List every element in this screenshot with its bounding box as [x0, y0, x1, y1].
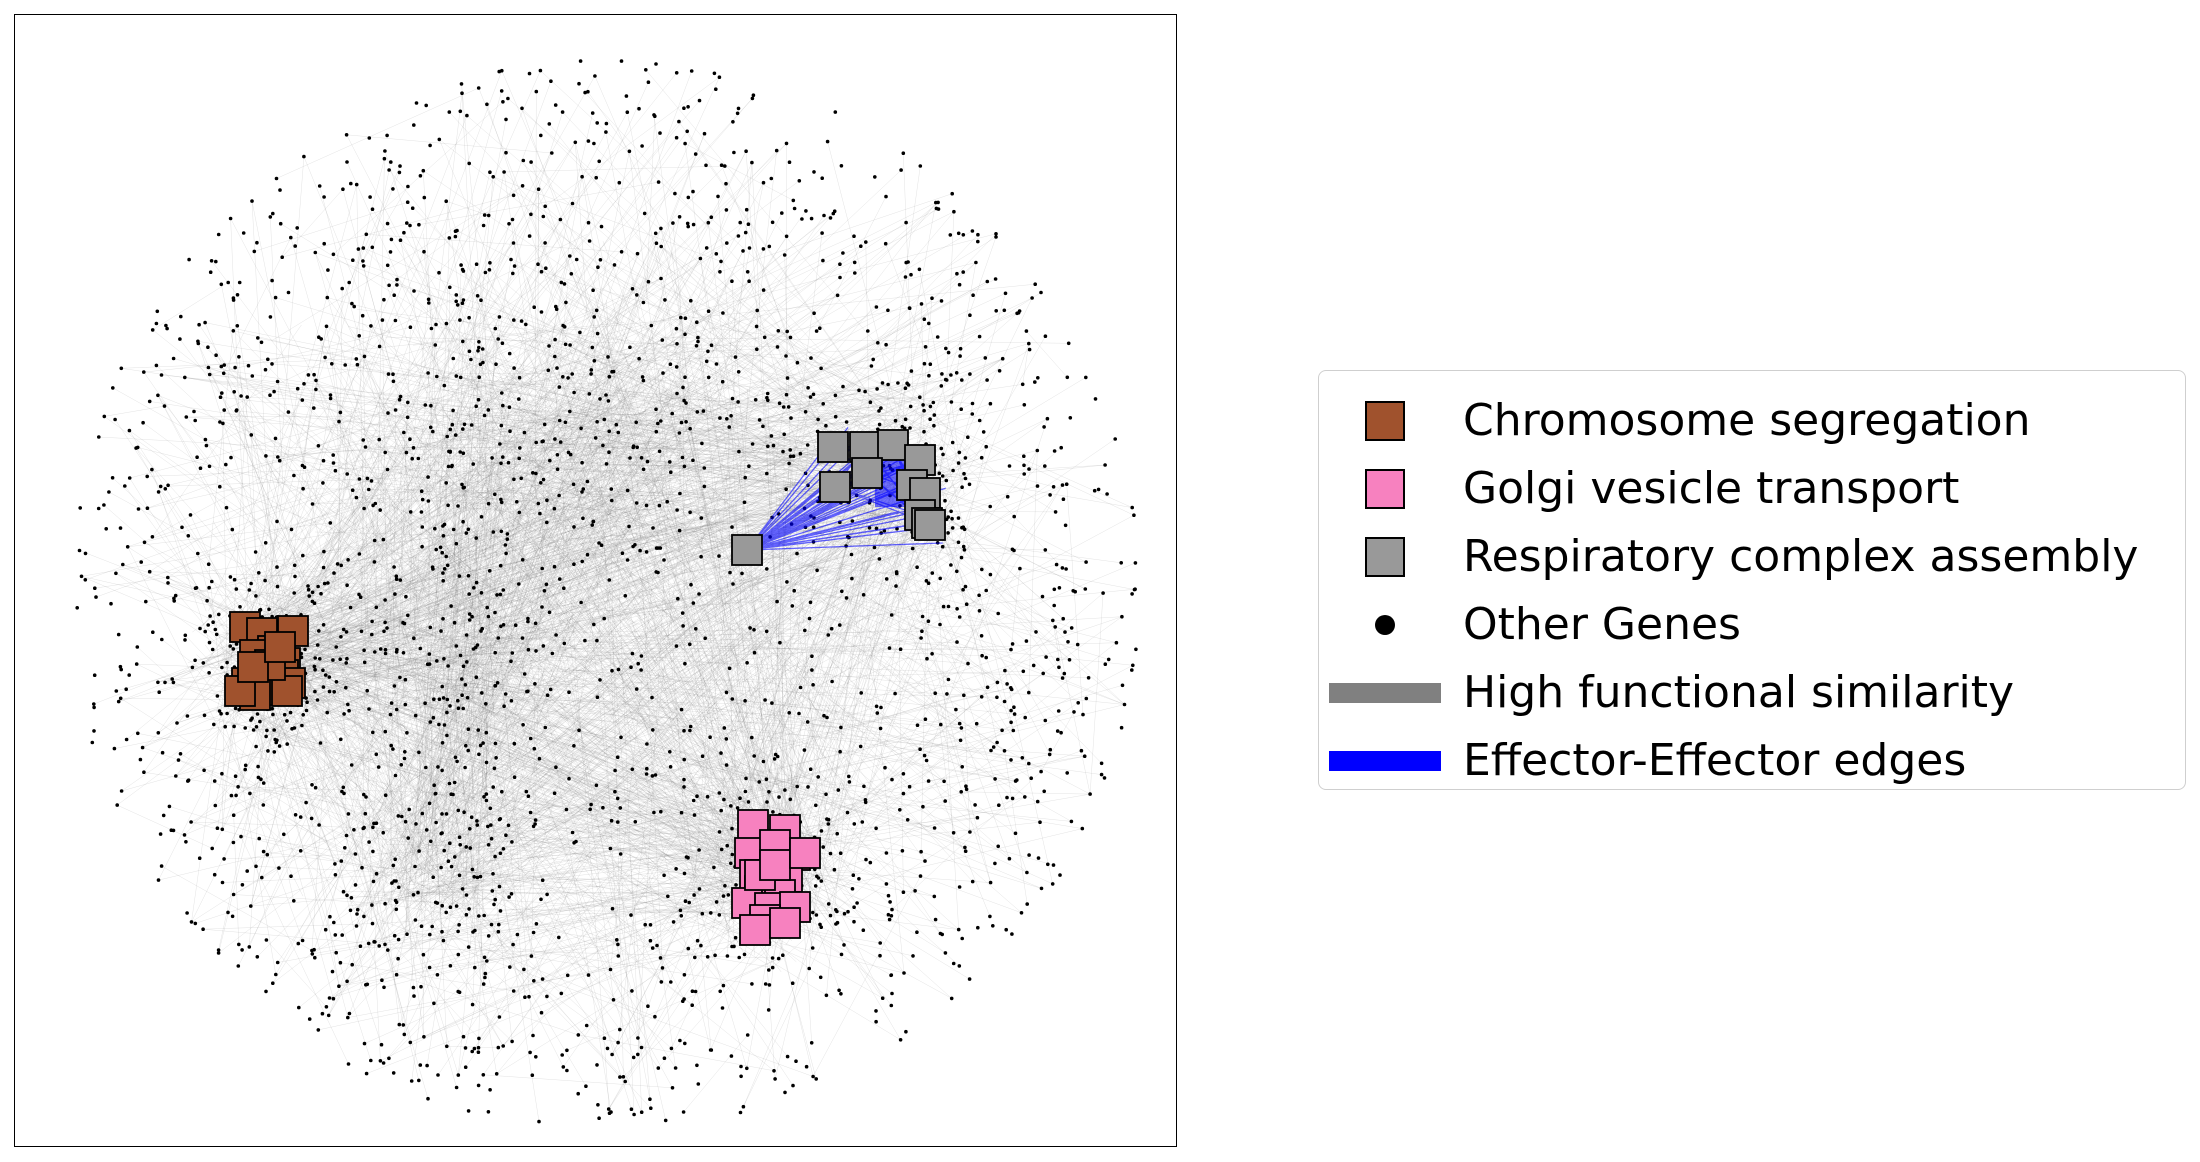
respiratory-node — [914, 509, 946, 541]
chromosome-node — [264, 631, 296, 663]
legend-item-golgi-vesicle-transport: Golgi vesicle transport — [1319, 457, 2185, 521]
golgi-vesicle-nodes — [731, 809, 821, 946]
legend-label: Golgi vesicle transport — [1463, 463, 1960, 514]
legend-label: Other Genes — [1463, 599, 1741, 650]
respiratory-node — [877, 429, 909, 461]
legend-item-high-functional-similarity: High functional similarity — [1319, 661, 2185, 725]
golgi-node — [769, 907, 801, 939]
legend-label: High functional similarity — [1463, 667, 2015, 718]
respiratory-node — [851, 457, 883, 489]
network-graph — [75, 59, 1138, 1124]
legend-item-effector-edges: Effector-Effector edges — [1319, 729, 2185, 793]
dot-swatch — [1327, 593, 1443, 657]
respiratory-node — [731, 534, 763, 566]
respiratory-node — [819, 471, 851, 503]
legend-item-other-genes: Other Genes — [1319, 593, 2185, 657]
gray-line-swatch — [1327, 661, 1443, 725]
legend-label: Respiratory complex assembly — [1463, 531, 2139, 582]
other-gene-nodes — [75, 59, 1138, 1124]
legend: Chromosome segregation Golgi vesicle tra… — [1318, 370, 2186, 790]
background-edges — [79, 69, 1136, 1122]
legend-item-chromosome-segregation: Chromosome segregation — [1319, 389, 2185, 453]
other-gene-dots — [75, 59, 1138, 1124]
respiratory-swatch — [1327, 525, 1443, 589]
chromosome-segregation-nodes — [224, 611, 309, 711]
chromosome-swatch — [1327, 389, 1443, 453]
golgi-swatch — [1327, 457, 1443, 521]
legend-item-respiratory-complex: Respiratory complex assembly — [1319, 525, 2185, 589]
network-plot-area — [14, 14, 1177, 1147]
golgi-node — [789, 837, 821, 869]
legend-label: Chromosome segregation — [1463, 395, 2031, 446]
legend-label: Effector-Effector edges — [1463, 735, 1967, 786]
chromosome-node — [237, 651, 269, 683]
chromosome-node — [271, 675, 303, 707]
golgi-node — [759, 849, 791, 881]
golgi-node — [739, 914, 771, 946]
respiratory-node — [817, 431, 849, 463]
blue-line-swatch — [1327, 729, 1443, 793]
respiratory-complex-nodes — [731, 429, 946, 566]
background-edge-path — [79, 69, 1136, 1122]
